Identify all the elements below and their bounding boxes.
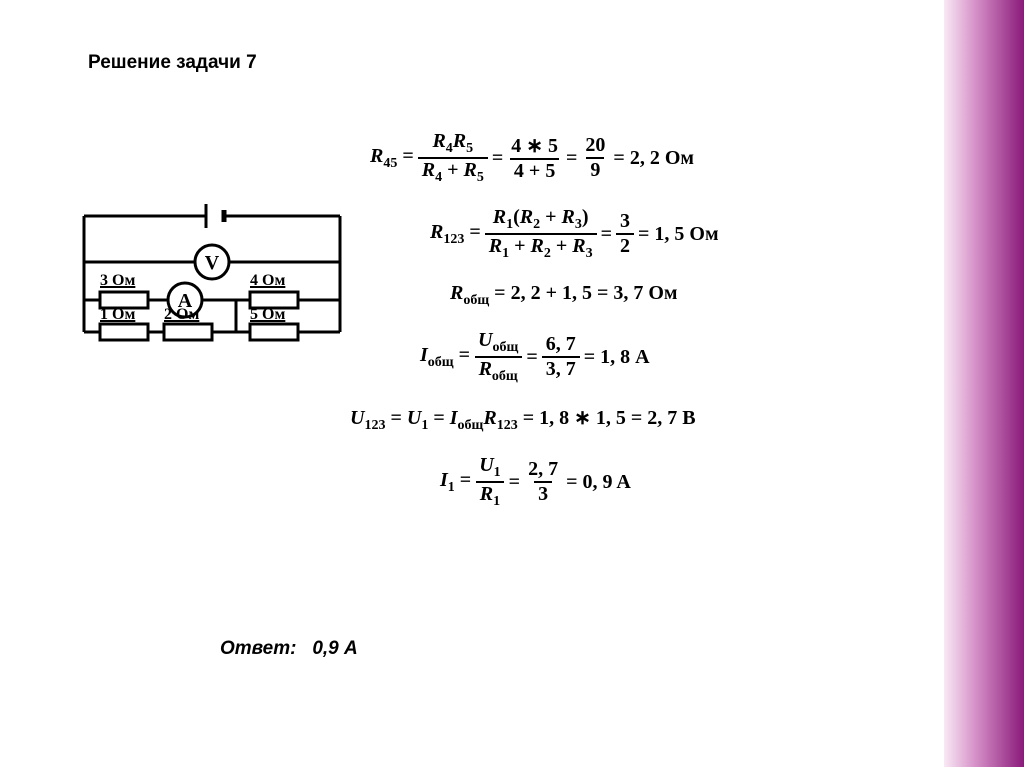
answer-line: Ответ: 0,9 А [220, 638, 358, 660]
voltmeter-label: V [205, 252, 220, 274]
label-r5: 5 Ом [250, 306, 285, 324]
label-r4: 4 Ом [250, 272, 285, 290]
label-r3: 3 Ом [100, 272, 135, 290]
equation-u123: U123 = U1 = IобщR123 = 1, 8 ∗ 1, 5 = 2, … [350, 405, 930, 434]
label-r1: 1 Ом [100, 306, 135, 324]
equations-block: R45 = R4R5 R4 + R5 = 4 ∗ 5 4 + 5 = 20 9 … [370, 130, 930, 530]
equation-i1: I1 = U1 R1 = 2, 7 3 = 0, 9 A [440, 454, 930, 510]
slide-title: Решение задачи 7 [88, 52, 257, 74]
equation-rtotal: Rобщ = 2, 2 + 1, 5 = 3, 7 Ом [450, 282, 930, 309]
equation-r45: R45 = R4R5 R4 + R5 = 4 ∗ 5 4 + 5 = 20 9 … [370, 130, 930, 186]
side-gradient [944, 0, 1024, 767]
label-r2: 2 Ом [164, 306, 199, 324]
equation-itotal: Iобщ = Uобщ Rобщ = 6, 7 3, 7 = 1, 8 А [420, 329, 930, 385]
circuit-diagram: V A 3 Ом 4 Ом 1 Ом 2 Ом 5 Ом [80, 200, 350, 390]
physics-slide: { "title": "Решение задачи 7", "answer_l… [0, 0, 1024, 767]
equation-r123: R123 = R1(R2 + R3) R1 + R2 + R3 = 3 2 = … [430, 206, 930, 262]
circuit-svg: V A [80, 200, 350, 390]
